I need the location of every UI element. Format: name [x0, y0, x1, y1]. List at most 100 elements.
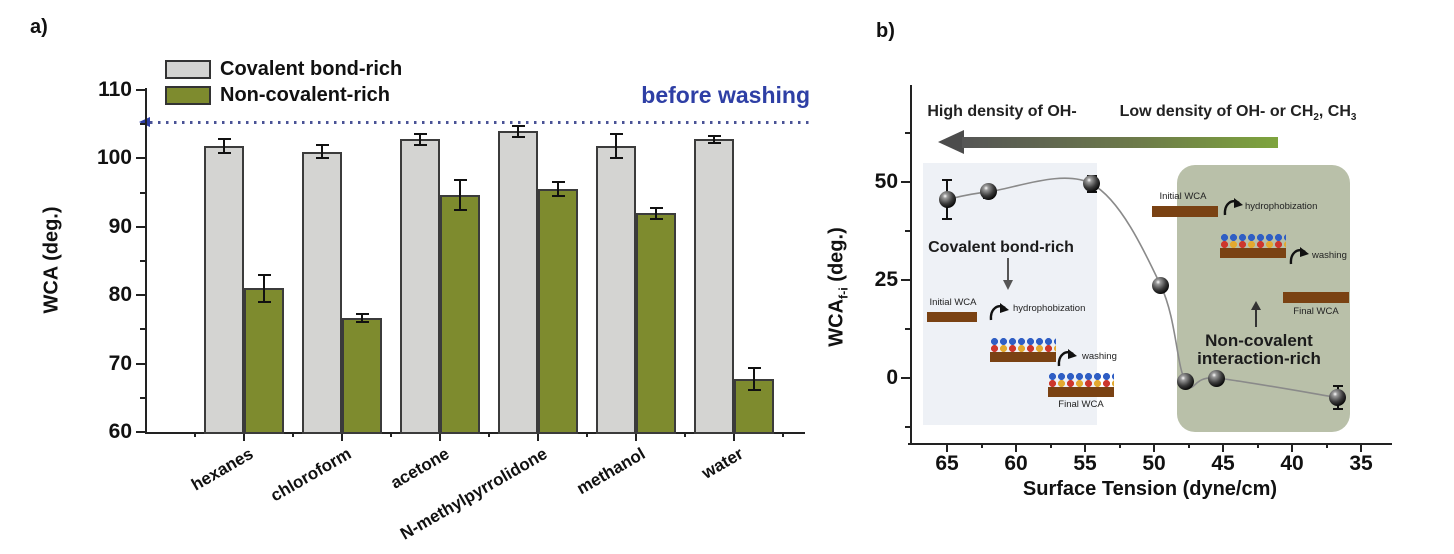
bar-noncovalent-hexanes: [244, 288, 284, 434]
bar-noncovalent-chloroform: [342, 317, 382, 434]
x-tick: [1291, 443, 1293, 452]
category-label-n-methylpyrrolidone: N-methylpyrrolidone: [397, 444, 551, 544]
error-bar-cap: [942, 179, 952, 182]
error-bar: [361, 313, 363, 322]
x-minor-tick: [488, 432, 490, 437]
x-tick: [1084, 443, 1086, 452]
error-bar-cap: [1332, 384, 1343, 387]
x-minor-tick: [586, 432, 588, 437]
category-label-water: water: [698, 444, 747, 483]
error-bar-cap: [609, 156, 623, 159]
noncovalent-initial-wca-bar: [1152, 206, 1218, 217]
bar-covalent-water: [694, 139, 734, 434]
x-tick: [1015, 443, 1017, 452]
covalent-final-wca-label: Final WCA: [1058, 399, 1104, 410]
error-bar: [419, 133, 421, 145]
covalent-hydrophobized-surface-icon: [990, 337, 1056, 362]
x-tick-label: 40: [1280, 452, 1304, 475]
up-arrow-icon: [1251, 301, 1261, 327]
x-tick: [733, 432, 735, 441]
y-minor-tick: [140, 123, 145, 126]
y-tick-label: 110: [98, 78, 132, 101]
y-tick: [136, 294, 145, 297]
covalent-washing-label: washing: [1082, 351, 1117, 362]
x-minor-tick: [292, 432, 294, 437]
error-bar: [321, 144, 323, 159]
y-tick-label: 50: [874, 170, 898, 193]
y-tick: [136, 89, 145, 91]
error-bar-cap: [413, 132, 427, 135]
x-tick: [1360, 443, 1362, 452]
covalent-washed-surface-icon: [1048, 372, 1114, 397]
data-point: [938, 191, 956, 209]
error-bar-cap: [257, 273, 271, 276]
error-bar: [655, 207, 657, 219]
noncovalent-inset-title-line1: Non-covalent: [1205, 331, 1313, 350]
curved-arrow-icon: [1223, 198, 1243, 216]
curved-arrow-icon: [989, 303, 1009, 321]
noncovalent-hydrophobized-surface-icon: [1220, 233, 1286, 258]
data-point: [1083, 175, 1101, 193]
bar-covalent-chloroform: [302, 151, 342, 434]
panel-a-y-axis: [145, 88, 147, 434]
down-arrow-icon: [1003, 258, 1013, 290]
error-bar-cap: [649, 206, 663, 209]
error-bar-cap: [707, 134, 721, 137]
x-tick-label: 65: [935, 452, 959, 475]
x-tick: [1153, 443, 1155, 452]
error-bar: [263, 274, 265, 303]
y-tick-label: 0: [886, 366, 898, 389]
low-density-sub2: 3: [1350, 112, 1357, 124]
error-bar: [615, 134, 617, 158]
bar-covalent-n-methylpyrrolidone: [498, 131, 538, 434]
curved-arrow-icon: [1057, 349, 1077, 367]
bar-covalent-methanol: [596, 146, 636, 434]
bar-noncovalent-n-methylpyrrolidone: [538, 189, 578, 434]
bar-covalent-hexanes: [204, 146, 244, 434]
y-minor-tick: [905, 132, 910, 134]
reference-arrowhead-icon: [139, 117, 150, 127]
category-label-hexanes: hexanes: [188, 444, 257, 495]
panel-b-y-axis: [910, 85, 912, 445]
error-bar-cap: [217, 151, 231, 154]
x-minor-tick: [782, 432, 784, 437]
panel-a-label: a): [30, 16, 48, 38]
x-tick: [946, 443, 948, 452]
covalent-initial-wca-bar: [927, 312, 977, 322]
y-tick-label: 60: [108, 420, 132, 443]
legend-swatch-noncovalent: [165, 85, 211, 105]
x-minor-tick: [193, 432, 196, 437]
x-minor-tick: [1049, 443, 1052, 448]
error-bar: [459, 179, 461, 210]
panel-b-label: b): [876, 20, 895, 42]
error-bar-cap: [942, 218, 952, 221]
error-bar-cap: [747, 389, 761, 392]
error-bar-cap: [649, 217, 663, 220]
y-tick: [136, 431, 145, 433]
legend-row-covalent: Covalent bond-rich: [165, 56, 402, 82]
error-bar-cap: [1332, 408, 1343, 411]
curved-arrow-icon: [1289, 247, 1309, 265]
x-minor-tick: [390, 432, 392, 437]
covalent-hydrophobization-label: hydrophobization: [1013, 303, 1086, 314]
x-minor-tick: [684, 432, 686, 437]
error-bar: [517, 125, 519, 137]
bar-noncovalent-methanol: [636, 213, 676, 434]
noncovalent-inset-title-line2: interaction-rich: [1197, 349, 1321, 368]
y-tick: [136, 225, 145, 228]
noncovalent-final-wca-bar: [1283, 292, 1349, 303]
panel-a-y-axis-title: WCA (deg.): [40, 206, 63, 314]
error-bar-cap: [257, 301, 271, 304]
legend-swatch-covalent: [165, 59, 211, 79]
panel-b-y-title-part1: WCA: [825, 298, 848, 347]
error-bar-cap: [413, 143, 427, 146]
x-tick-label: 55: [1073, 452, 1097, 475]
low-density-sub1: 2: [1313, 112, 1319, 124]
error-bar-cap: [551, 181, 565, 184]
y-tick: [901, 377, 910, 379]
legend-row-noncovalent: Non-covalent-rich: [165, 82, 402, 108]
category-label-acetone: acetone: [387, 444, 453, 493]
x-tick: [341, 432, 343, 441]
low-density-label: Low density of OH- or CH2, CH3: [1118, 103, 1358, 123]
y-tick-label: 70: [108, 351, 132, 375]
